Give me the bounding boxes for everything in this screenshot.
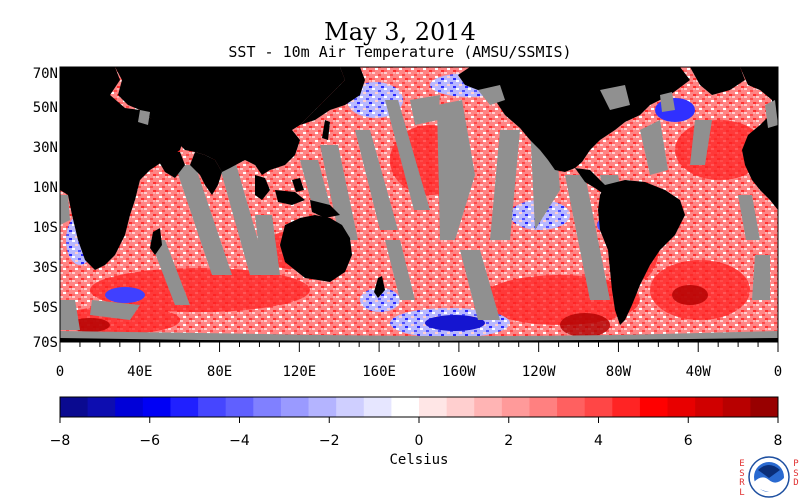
colorbar-swatch xyxy=(308,397,337,417)
longitude-label: 40W xyxy=(686,364,712,380)
colorbar-tick-label: 6 xyxy=(684,433,693,449)
colorbar-swatch xyxy=(501,397,530,417)
colorbar-swatch xyxy=(253,397,282,417)
land-arabia xyxy=(158,150,185,178)
colorbar-swatch xyxy=(419,397,448,417)
land-masses xyxy=(60,67,778,342)
colorbar-swatch xyxy=(750,397,779,417)
colorbar-tick-label: 8 xyxy=(774,433,783,449)
land-africa-east xyxy=(740,67,778,210)
colorbar-swatch xyxy=(87,397,116,417)
colorbar-swatch xyxy=(722,397,751,417)
colorbar-swatch xyxy=(667,397,696,417)
colorbar-swatch xyxy=(612,397,641,417)
longitude-label: 0 xyxy=(774,364,782,380)
colorbar-tick-label: −2 xyxy=(319,433,340,449)
colorbar-swatch xyxy=(584,397,613,417)
longitude-label: 160W xyxy=(442,364,476,380)
colorbar-swatch xyxy=(336,397,365,417)
latitude-label: 30S xyxy=(33,260,58,276)
colorbar-swatch xyxy=(280,397,310,417)
land-east-asia xyxy=(300,67,365,125)
latitude-labels: 70N 50N 30N 10N 10S 30S 50S 70S xyxy=(33,66,58,351)
noaa-logo xyxy=(748,456,790,498)
land-eurasia xyxy=(115,67,345,175)
map-plot-area xyxy=(60,67,778,342)
colorbar-tick-label: 2 xyxy=(504,433,513,449)
latitude-label: 50S xyxy=(33,300,58,316)
latitude-label: 70N xyxy=(33,66,58,82)
latitude-label: 70S xyxy=(33,335,58,351)
colorbar-swatch xyxy=(363,397,392,417)
land-europe-africa xyxy=(60,67,185,270)
colorbar-swatch xyxy=(474,397,503,417)
colorbar-tick-label: −6 xyxy=(139,433,160,449)
colorbar-swatch xyxy=(115,397,144,417)
land-north-america xyxy=(458,67,690,172)
colorbar-swatch xyxy=(446,397,475,417)
antarctica-no-data xyxy=(60,331,778,342)
map-title: May 3, 2014 xyxy=(324,18,476,46)
longitude-label: 120W xyxy=(522,364,556,380)
longitude-label: 40E xyxy=(127,364,152,380)
no-data-swaths xyxy=(60,95,770,330)
colorbar-tick-label: −8 xyxy=(50,433,71,449)
land-central-america xyxy=(575,168,610,195)
dark-red-regions xyxy=(70,285,708,337)
colorbar-swatch xyxy=(391,397,420,417)
longitude-label: 160E xyxy=(362,364,396,380)
land-india xyxy=(190,152,222,195)
colorbar-swatch xyxy=(225,397,254,417)
colorbar-title: Celsius xyxy=(389,452,449,468)
colorbar-tick-labels: −8 −6 −4 −2 0 2 4 6 8 xyxy=(50,433,783,449)
colorbar-swatch xyxy=(170,397,199,417)
longitude-label: 80W xyxy=(606,364,632,380)
land-greenland xyxy=(690,67,745,95)
colorbar-tick-label: 0 xyxy=(415,433,424,449)
longitude-labels: 0 40E 80E 120E 160E 160W 120W 80W 40W 0 xyxy=(56,364,782,380)
colorbar-swatch xyxy=(142,397,171,417)
colorbar-tick-label: 4 xyxy=(594,433,603,449)
land-south-america xyxy=(598,180,685,325)
colorbar-swatch xyxy=(198,397,227,417)
longitude-label: 120E xyxy=(282,364,316,380)
land-se-asia xyxy=(255,175,270,200)
sea-ice-no-data xyxy=(138,85,778,128)
colorbar-swatch xyxy=(529,397,558,417)
latitude-label: 50N xyxy=(33,100,58,116)
colorbar xyxy=(59,396,779,423)
longitude-ticks xyxy=(59,342,779,352)
land-new-zealand xyxy=(374,276,385,298)
map-subtitle: SST - 10m Air Temperature (AMSU/SSMIS) xyxy=(228,43,572,61)
colorbar-swatch xyxy=(557,397,586,417)
longitude-label: 0 xyxy=(56,364,64,380)
longitude-label: 80E xyxy=(207,364,232,380)
land-madagascar xyxy=(150,228,162,255)
land-antarctica xyxy=(60,338,778,342)
colorbar-swatch xyxy=(60,397,89,417)
colorbar-tick-label: −4 xyxy=(229,433,250,449)
latitude-label: 10N xyxy=(33,180,58,196)
colorbar-swatch xyxy=(695,397,724,417)
latitude-label: 10S xyxy=(33,220,58,236)
land-australia xyxy=(280,215,352,282)
latitude-label: 30N xyxy=(33,140,58,156)
colorbar-swatch xyxy=(639,397,669,417)
